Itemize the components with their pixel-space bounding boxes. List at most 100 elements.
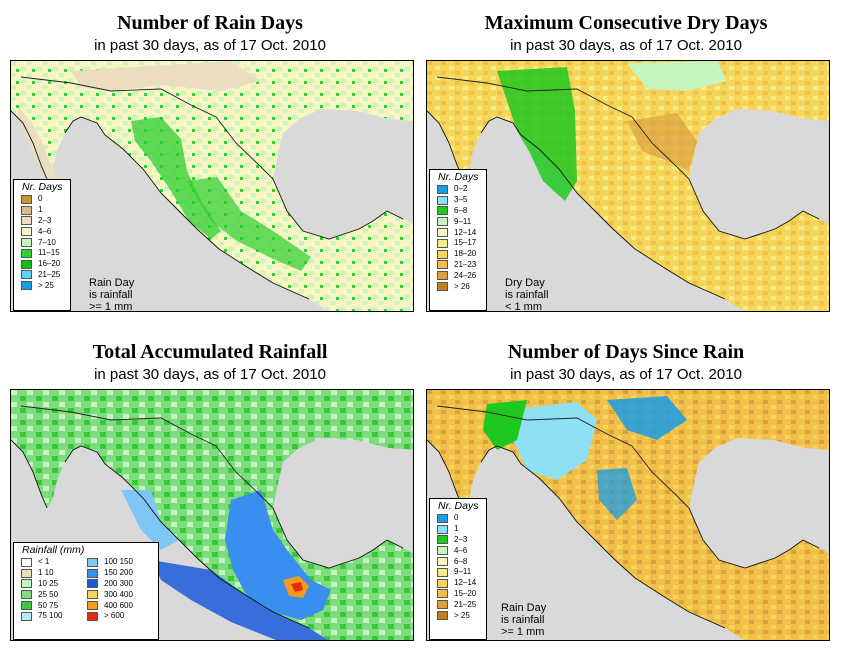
panel1-note-line2: is rainfall xyxy=(89,289,133,301)
panel4-legend-swatch xyxy=(437,513,448,523)
panel3-legend-label: 150 200 xyxy=(104,568,133,578)
panel2-legend-label: > 26 xyxy=(454,281,470,291)
panel3-blue-west xyxy=(121,490,179,550)
panel4-legend-rows: 0 1 2–3 4–6 6–8 9–11 12–14 15–20 21–25 > 25 xyxy=(430,513,486,621)
panel4-legend-label: 15–20 xyxy=(454,588,477,598)
panel1-note-line1: Rain Day xyxy=(89,277,135,289)
panel3-legend-label: 25 50 xyxy=(38,589,59,599)
panel4-legend-swatch xyxy=(437,611,448,621)
panel1-subtitle: in past 30 days, as of 17 Oct. 2010 xyxy=(94,37,326,54)
panel4-legend-swatch xyxy=(437,557,448,567)
panel4-legend-item: 12–14 xyxy=(430,578,486,589)
panel1-north-dry xyxy=(71,61,261,91)
panel3-title: Total Accumulated Rainfall xyxy=(92,341,328,363)
panel1-legend-label: 1 xyxy=(38,205,43,215)
panel1-legend-swatch xyxy=(21,248,32,258)
panel3-coast xyxy=(11,439,404,629)
panel2-legend-label: 12–14 xyxy=(454,227,477,237)
panel3-legend-label: 400 600 xyxy=(104,600,133,610)
panel1-legend-label: 21–25 xyxy=(38,269,61,279)
panel3-legend-swatch xyxy=(87,557,98,567)
panel2-legend-swatch xyxy=(437,228,448,238)
panel1-legend-label: 2–3 xyxy=(38,215,52,225)
panel1-legend-label: 11–15 xyxy=(38,248,60,258)
panel2-legend-swatch xyxy=(437,184,448,194)
panel3-legend-title: Rainfall (mm) xyxy=(22,544,85,556)
panel1-legend-item: 2–3 xyxy=(14,216,70,227)
panel4-legend-label: 6–8 xyxy=(454,556,468,566)
panel1-legend-item: 16–20 xyxy=(14,259,70,270)
panel4-subtitle: in past 30 days, as of 17 Oct. 2010 xyxy=(510,366,742,383)
panel4-legend-label: 0 xyxy=(454,513,459,523)
panel4-legend-label: > 25 xyxy=(454,610,470,620)
panel4-map: Nr. Days 0 1 2–3 4–6 6–8 9–11 12–14 15–20 21–25 >… xyxy=(426,389,830,641)
panel3-legend-item: < 1 xyxy=(14,557,80,568)
panel3-legend-label: 10 25 xyxy=(38,578,59,588)
panel4-legend-swatch xyxy=(437,578,448,588)
panel2-note-line3: < 1 mm xyxy=(505,301,542,312)
panel4-legend-label: 9–11 xyxy=(454,567,472,577)
panel4-legend-label: 1 xyxy=(454,524,459,534)
panel3-legend-item: 200 300 xyxy=(80,579,146,590)
panel1-legend-swatch xyxy=(21,216,32,226)
panel1-legend-swatch xyxy=(21,227,32,237)
panel4-legend-label: 4–6 xyxy=(454,545,468,555)
panel2-title: Maximum Consecutive Dry Days xyxy=(484,12,768,34)
panel3-legend-item: > 600 xyxy=(80,611,146,622)
panel2-legend: Nr. Days 0–2 3–5 6–8 9–11 12–14 15–17 18–20 21–… xyxy=(429,169,487,311)
panel3-legend-label: 100 150 xyxy=(104,557,133,567)
panel1-legend-item: 0 xyxy=(14,194,70,205)
panel2-orange-ne xyxy=(627,113,697,171)
panel1-legend-item: > 25 xyxy=(14,280,70,291)
panel1-legend-swatch xyxy=(21,259,32,269)
panel2-legend-label: 18–20 xyxy=(454,249,477,259)
panel3-legend-swatch xyxy=(87,590,98,600)
panel1-note-line3: >= 1 mm xyxy=(89,301,133,312)
panel3-legend-item: 400 600 xyxy=(80,600,146,611)
panel4-note-line3: >= 1 mm xyxy=(501,626,545,638)
panel3-legend-label: 50 75 xyxy=(38,600,59,610)
panel1-legend-label: 7–10 xyxy=(38,237,56,247)
panel4-light-blue xyxy=(507,402,597,480)
panel2-legend-swatch xyxy=(437,206,448,216)
panel4-legend-swatch xyxy=(437,589,448,599)
panel3-legend-label: 1 10 xyxy=(38,568,54,578)
panel3-legend-swatch xyxy=(21,611,32,621)
panel4-legend-item: 4–6 xyxy=(430,545,486,556)
panel2-border xyxy=(436,76,690,180)
panel2-legend-item: 6–8 xyxy=(430,206,486,217)
panel3-legend-right: 100 150 150 200 200 300 300 400 400 600 > 600 xyxy=(80,557,146,622)
panel1-green-east xyxy=(187,177,311,271)
panel4-legend: Nr. Days 0 1 2–3 4–6 6–8 9–11 12–14 15–20 21–25 >… xyxy=(429,498,487,640)
panel1-baja xyxy=(17,107,63,191)
panel1-note: Rain Day is rainfall >= 1 mm xyxy=(89,277,135,312)
panel4-legend-swatch xyxy=(437,600,448,610)
panel2-legend-title: Nr. Days xyxy=(438,171,479,183)
panel1-legend-swatch xyxy=(21,238,32,248)
panel2-legend-label: 24–26 xyxy=(454,270,477,280)
panel1-legend-label: > 25 xyxy=(38,280,54,290)
panel3-subtitle: in past 30 days, as of 17 Oct. 2010 xyxy=(94,366,326,383)
panel4-legend-item: 6–8 xyxy=(430,556,486,567)
panel1-map-graphic xyxy=(11,61,413,311)
panel3-legend-label: 75 100 xyxy=(38,611,63,621)
panel3-legend-swatch xyxy=(21,579,32,589)
panel2-legend-swatch xyxy=(437,238,448,248)
panel2-land xyxy=(427,61,829,311)
panel1-legend-label: 16–20 xyxy=(38,259,61,269)
panel4-map-graphic xyxy=(427,390,829,640)
panel3-legend-item: 150 200 xyxy=(80,568,146,579)
panel4-blue-mid xyxy=(597,468,637,520)
panel4-legend-item: 2–3 xyxy=(430,535,486,546)
panel1-legend-item: 7–10 xyxy=(14,237,70,248)
panel4-note-line1: Rain Day xyxy=(501,602,547,614)
panel3-legend-item: 10 25 xyxy=(14,579,80,590)
panel2-legend-item: 18–20 xyxy=(430,249,486,260)
panel3-legend-label: > 600 xyxy=(104,611,125,621)
panel2-subtitle: in past 30 days, as of 17 Oct. 2010 xyxy=(510,37,742,54)
panel2-legend-swatch xyxy=(437,282,448,292)
